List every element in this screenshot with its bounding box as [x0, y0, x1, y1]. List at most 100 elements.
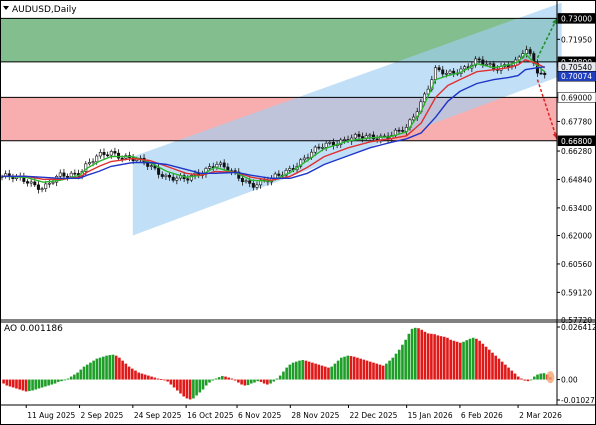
- ao-bar: [439, 336, 443, 380]
- ao-bar: [130, 368, 134, 380]
- price-tag: [557, 135, 596, 147]
- candle-body: [463, 66, 467, 70]
- ao-bar: [394, 353, 398, 380]
- ao-bar: [385, 363, 388, 380]
- ma-line: [2, 59, 546, 182]
- indicator-label: AO 0.001186: [4, 324, 63, 334]
- ao-bar: [333, 363, 337, 380]
- candle-body: [426, 88, 430, 95]
- ao-bar: [221, 375, 224, 380]
- candle-body: [171, 176, 175, 181]
- ma-line: [2, 66, 545, 180]
- price-levels: [0, 17, 557, 142]
- ao-bar: [37, 379, 41, 389]
- ao-bar: [420, 329, 424, 380]
- candle-body: [113, 151, 117, 154]
- ao-bar: [413, 327, 417, 380]
- candle-body: [51, 181, 55, 184]
- ao-bar: [336, 360, 340, 380]
- ao-bar: [291, 362, 295, 380]
- time-tick-label: 6 Nov 2025: [238, 411, 281, 420]
- ao-bar: [214, 378, 218, 380]
- ao-bar: [56, 379, 60, 382]
- ao-bar: [526, 379, 530, 382]
- ao-bar: [69, 376, 73, 380]
- candle-body: [44, 183, 48, 189]
- ao-bar: [513, 373, 517, 380]
- candle-body: [321, 147, 325, 149]
- symbol-dropdown-icon[interactable]: [3, 6, 9, 10]
- ao-bar: [217, 377, 221, 380]
- candle-body: [401, 130, 405, 132]
- candle-body: [324, 142, 328, 148]
- ao-bar: [50, 379, 54, 385]
- candle-body: [288, 168, 292, 171]
- ao-bar: [82, 366, 86, 380]
- price-tick-label: 0.60560: [561, 260, 592, 269]
- ao-bar: [92, 360, 95, 380]
- candle-body: [102, 152, 106, 156]
- ao-bar: [249, 379, 253, 384]
- candle-body: [423, 93, 427, 103]
- ao-bar: [185, 379, 189, 399]
- ao-bar: [536, 374, 539, 380]
- price-tick-label: 0.67780: [561, 117, 592, 126]
- candle-body: [543, 72, 547, 76]
- ao-bar: [497, 358, 501, 380]
- ao-bar: [417, 328, 420, 380]
- ao-bar: [410, 328, 414, 380]
- ao-bar: [475, 338, 478, 380]
- candle-body: [342, 139, 346, 141]
- candle-body: [244, 180, 248, 183]
- ao-bar: [433, 334, 436, 380]
- ao-bar: [359, 358, 362, 380]
- ao-bar: [397, 349, 401, 380]
- ao-bar: [243, 379, 247, 386]
- ao-bar: [507, 367, 510, 380]
- ao-bar: [391, 357, 395, 380]
- ao-bar: [233, 379, 237, 381]
- ao-bar: [275, 378, 279, 380]
- time-tick-label: 6 Feb 2026: [461, 411, 503, 420]
- ao-bar: [314, 363, 317, 380]
- time-tick-label: 15 Jan 2026: [408, 411, 453, 420]
- time-tick-label: 2 Mar 2026: [519, 411, 562, 420]
- candle-body: [25, 181, 29, 184]
- ao-bar: [323, 366, 327, 380]
- candle-body: [328, 142, 332, 144]
- ao-bar: [237, 379, 240, 383]
- ao-bar: [175, 379, 179, 391]
- ao-bar: [127, 366, 131, 380]
- price-tag-label: 0.70074: [561, 72, 592, 81]
- time-tick-label: 24 Sep 2025: [134, 411, 182, 420]
- candle-body: [106, 154, 110, 157]
- candle-body: [219, 162, 223, 165]
- ao-bar: [147, 375, 150, 380]
- price-tag-label: 0.70540: [561, 63, 592, 72]
- candle-body: [248, 180, 252, 184]
- ao-bar: [211, 379, 214, 381]
- time-tick-label: 22 Dec 2025: [349, 411, 397, 420]
- candle-body: [481, 59, 485, 65]
- candle-body: [69, 172, 73, 178]
- ao-bar: [330, 366, 333, 380]
- ao-bar: [529, 379, 533, 381]
- ao-tick-label: 0.00: [561, 376, 578, 385]
- candle-body: [66, 175, 70, 178]
- ao-bar: [317, 364, 321, 380]
- ao-bar: [294, 361, 298, 380]
- price-tick-label: 0.62000: [561, 232, 592, 241]
- candle-body: [488, 63, 492, 65]
- ao-bar: [449, 339, 452, 380]
- ao-bar: [34, 379, 38, 390]
- ao-bar: [266, 379, 269, 385]
- ao-bar: [520, 378, 523, 380]
- ao-bar: [195, 379, 198, 396]
- ao-last-bar-highlight: [546, 371, 555, 384]
- ao-bar: [262, 379, 266, 384]
- ao-bar: [272, 379, 276, 382]
- ma-line: [1, 52, 546, 183]
- forecast-arrow-line: [536, 18, 558, 59]
- ao-bar: [188, 379, 192, 400]
- ao-bar: [95, 358, 99, 380]
